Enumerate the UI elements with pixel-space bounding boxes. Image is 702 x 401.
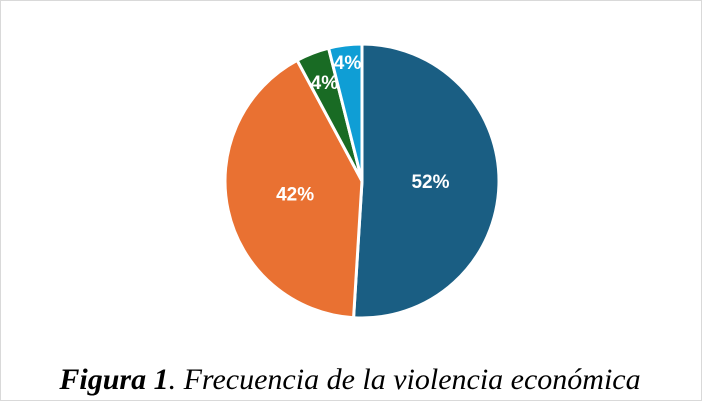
caption: Figura 1. Frecuencia de la violencia eco… (58, 363, 640, 396)
pie-slice (351, 42, 501, 320)
data-label: 4% (311, 73, 339, 94)
caption-label: Figura 1 (58, 363, 168, 396)
data-label: 42% (276, 185, 314, 206)
pie-slice (223, 58, 364, 320)
pie: 52% 42% 4%4% (223, 42, 501, 320)
pie-slice (326, 42, 364, 182)
caption-text: . Frecuencia de la violencia económica (169, 363, 641, 396)
data-label: 4% (334, 53, 362, 74)
data-label: 52% (411, 172, 449, 193)
